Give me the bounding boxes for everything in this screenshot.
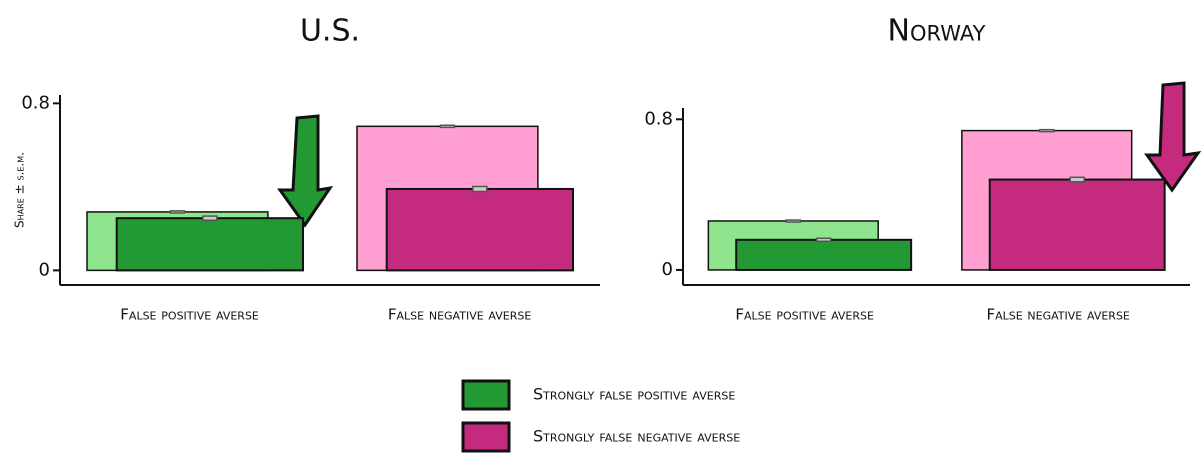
strong-bar	[115, 217, 304, 272]
error-bar	[202, 215, 218, 222]
arrow	[277, 114, 334, 228]
legend-swatch	[461, 421, 511, 453]
error-bar	[1039, 128, 1055, 133]
legend-label: Strongly false positive averse	[533, 385, 735, 404]
strong-bar	[735, 238, 913, 271]
error-bar	[785, 219, 802, 223]
strong-bar	[385, 187, 575, 272]
y-axis-label: Share ± s.e.m.	[13, 152, 27, 228]
legend-swatch	[461, 379, 511, 411]
chart-title: Norway	[888, 14, 986, 49]
legend-label: Strongly false negative averse	[533, 427, 740, 446]
arrow	[1144, 81, 1202, 193]
y-tick-label: 0	[39, 259, 50, 280]
error-bar	[1069, 176, 1085, 183]
error-bar	[472, 185, 488, 193]
y-tick-label: 0.8	[21, 92, 50, 113]
x-tick-label: False negative averse	[388, 306, 531, 324]
x-tick-label: False negative averse	[986, 306, 1129, 324]
chart-title: U.S.	[300, 14, 360, 49]
error-bar	[439, 124, 456, 129]
strong-bar	[988, 178, 1166, 271]
error-bar	[815, 237, 832, 243]
error-bar	[169, 210, 186, 214]
x-tick-label: False positive averse	[120, 306, 259, 324]
y-tick-label: 0.8	[644, 108, 673, 129]
y-tick-label: 0	[662, 259, 673, 280]
x-tick-label: False positive averse	[735, 306, 874, 324]
